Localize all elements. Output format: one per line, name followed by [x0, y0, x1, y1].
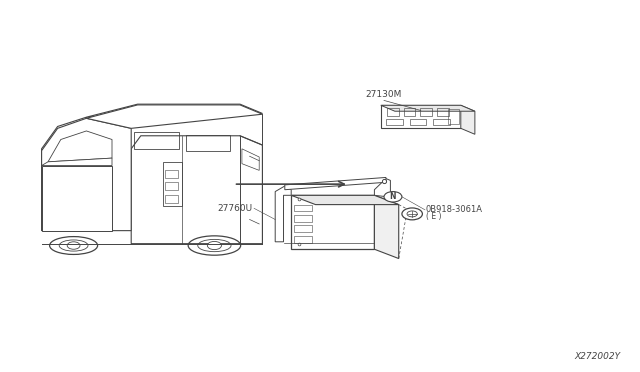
Circle shape	[402, 208, 422, 220]
Polygon shape	[381, 105, 461, 128]
Circle shape	[207, 241, 221, 250]
Text: 0B918-3061A: 0B918-3061A	[426, 205, 483, 214]
Polygon shape	[86, 104, 262, 117]
Circle shape	[67, 242, 80, 249]
Text: 27760U: 27760U	[218, 204, 253, 213]
Polygon shape	[86, 105, 262, 128]
Polygon shape	[374, 179, 390, 197]
Polygon shape	[285, 177, 386, 190]
Text: N: N	[390, 192, 396, 201]
Text: ( E ): ( E )	[426, 212, 441, 221]
Polygon shape	[381, 105, 475, 111]
Polygon shape	[42, 166, 112, 231]
Circle shape	[384, 192, 402, 202]
Polygon shape	[163, 162, 182, 206]
Polygon shape	[42, 158, 112, 166]
Polygon shape	[48, 131, 112, 162]
Polygon shape	[461, 105, 475, 134]
Polygon shape	[275, 186, 291, 242]
Polygon shape	[374, 195, 399, 259]
Polygon shape	[42, 118, 131, 231]
Polygon shape	[291, 195, 374, 249]
Text: 27130M: 27130M	[366, 90, 402, 99]
Text: X272002Y: X272002Y	[575, 352, 621, 361]
Polygon shape	[291, 195, 399, 205]
